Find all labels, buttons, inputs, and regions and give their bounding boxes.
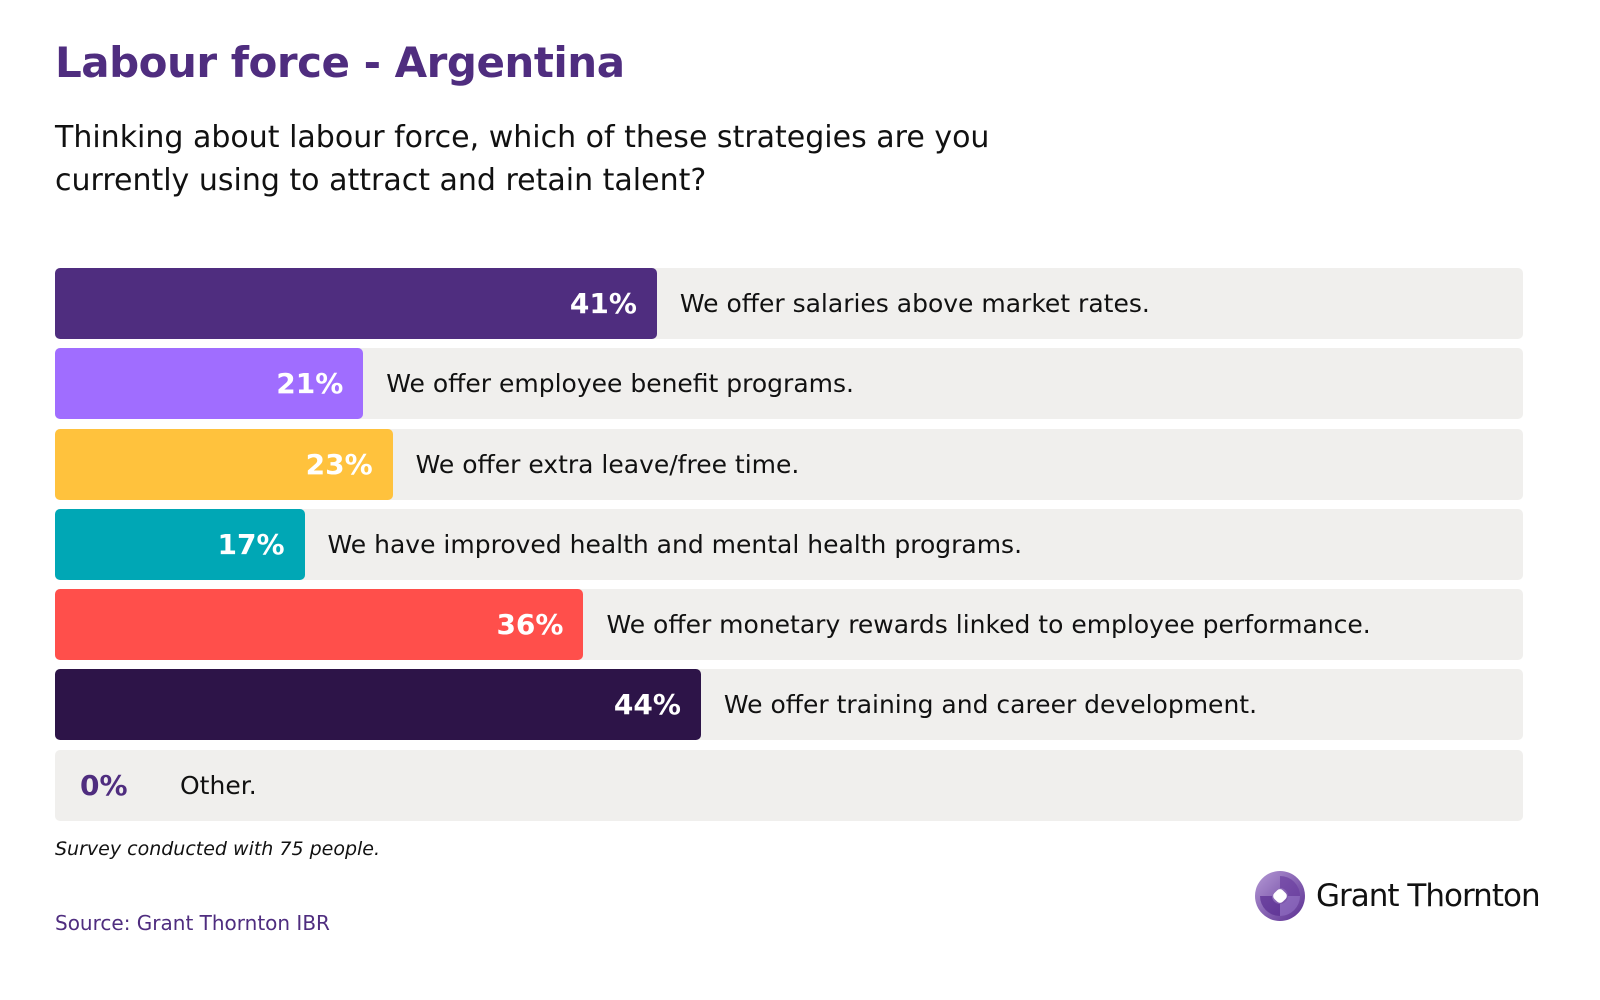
bar-row: 36% We offer monetary rewards linked to e…: [55, 589, 1523, 661]
survey-note: Survey conducted with 75 people.: [55, 838, 381, 860]
chart-subtitle: Thinking about labour force, which of th…: [55, 120, 990, 198]
grant-thornton-logo: Grant Thornton: [1254, 870, 1541, 922]
category-label: We offer salaries above market rates.: [679, 289, 1150, 318]
logo-swirl-icon: [1255, 871, 1305, 921]
source-text: Source: Grant Thornton IBR: [55, 911, 330, 935]
value-label: 21%: [276, 367, 344, 401]
bar-row: 17% We have improved health and mental he…: [55, 508, 1523, 580]
value-label: 17%: [217, 527, 285, 561]
bar: [55, 508, 305, 580]
bar: [55, 348, 364, 420]
category-label: Other.: [180, 770, 257, 800]
category-label: We have improved health and mental healt…: [327, 529, 1023, 559]
bar: [55, 669, 701, 741]
bar: [55, 268, 657, 339]
category-label: We offer training and career development…: [723, 690, 1258, 720]
bar-row: 23% We offer extra leave/free time.: [55, 428, 1523, 500]
bar: [55, 428, 393, 500]
category-label: We offer monetary rewards linked to empl…: [606, 610, 1371, 640]
value-label: 0%: [80, 768, 128, 802]
category-label: We offer extra leave/free time.: [415, 449, 800, 479]
value-label: 41%: [569, 287, 637, 320]
logo-text: Grant Thornton: [1316, 878, 1541, 914]
bar-row: 0% Other.: [55, 749, 1523, 821]
category-label: We offer employee benefit programs.: [386, 369, 854, 399]
bar: [55, 589, 584, 661]
value-label: 36%: [496, 608, 564, 642]
value-label: 23%: [305, 447, 373, 481]
bar-row: 44% We offer training and career developm…: [55, 669, 1523, 741]
value-label: 44%: [613, 688, 681, 722]
bar-row: 21% We offer employee benefit programs.: [55, 348, 1523, 420]
bar-chart: 41% We offer salaries above market rates.…: [55, 268, 1523, 830]
bar-row: 41% We offer salaries above market rates.: [55, 268, 1523, 339]
chart-title: Labour force - Argentina: [55, 38, 625, 87]
